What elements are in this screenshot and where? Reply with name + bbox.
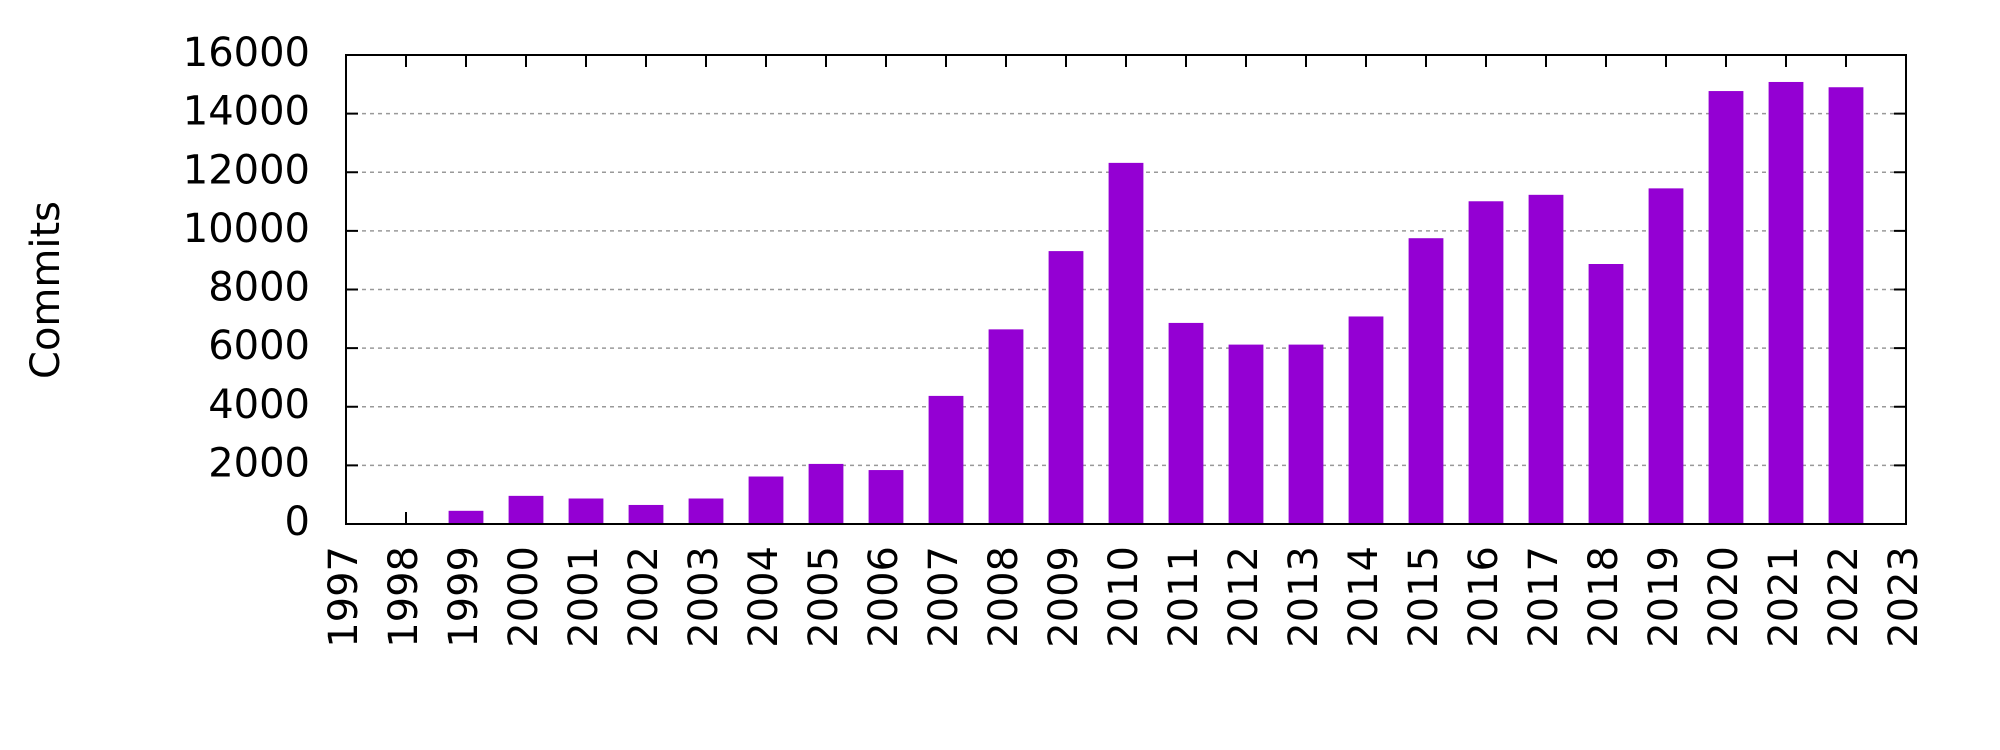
y-tick-label: 14000 [183, 89, 310, 135]
x-tick-label: 2018 [1581, 546, 1627, 648]
bar [1528, 194, 1564, 524]
bar [1048, 251, 1084, 524]
x-tick-label: 2005 [801, 546, 847, 648]
bar [1108, 162, 1144, 524]
bar [928, 395, 964, 524]
x-tick-label: 2000 [501, 546, 547, 648]
x-tick-label: 2014 [1341, 546, 1387, 648]
x-tick-label: 2003 [681, 546, 727, 648]
y-tick-label: 2000 [208, 440, 310, 486]
x-tick-label: 2010 [1101, 546, 1147, 648]
x-tick-label: 2022 [1821, 546, 1867, 648]
bar [1348, 316, 1384, 524]
x-tick-label: 2011 [1161, 546, 1207, 648]
bar [628, 504, 664, 524]
bar [808, 463, 844, 524]
bar [568, 498, 604, 524]
y-tick-label: 12000 [183, 147, 310, 193]
x-tick-label: 2013 [1281, 546, 1327, 648]
bar [508, 495, 544, 524]
bar [688, 498, 724, 524]
x-tick-label: 2015 [1401, 546, 1447, 648]
y-tick-label: 0 [285, 499, 310, 545]
x-tick-label: 1997 [321, 546, 367, 648]
bar [1168, 322, 1204, 524]
bar [1708, 91, 1744, 524]
y-tick-label: 4000 [208, 382, 310, 428]
x-tick-label: 2016 [1461, 546, 1507, 648]
x-tick-label: 2012 [1221, 546, 1267, 648]
x-tick-label: 2001 [561, 546, 607, 648]
x-tick-label: 1999 [441, 546, 487, 648]
bar [988, 329, 1024, 524]
y-tick-label: 10000 [183, 206, 310, 252]
plot-frame [345, 54, 1907, 525]
x-tick-label: 2004 [741, 546, 787, 648]
bar [868, 470, 904, 524]
x-tick-label: 1998 [381, 546, 427, 648]
bar [1768, 81, 1804, 524]
x-tick-label: 2008 [981, 546, 1027, 648]
y-tick-label: 6000 [208, 323, 310, 369]
x-tick-label: 2023 [1881, 546, 1927, 648]
y-tick-label: 8000 [208, 265, 310, 311]
bar [1228, 344, 1264, 524]
y-tick-label: 16000 [183, 30, 310, 76]
x-tick-label: 2009 [1041, 546, 1087, 648]
bar [1288, 344, 1324, 524]
bar [1408, 238, 1444, 524]
x-tick-label: 2020 [1701, 546, 1747, 648]
x-tick-label: 2021 [1761, 546, 1807, 648]
x-tick-label: 2019 [1641, 546, 1687, 648]
bar [1648, 188, 1684, 524]
y-axis-label: Commits [23, 201, 69, 379]
x-tick-label: 2007 [921, 546, 967, 648]
bar [1588, 263, 1624, 524]
x-tick-label: 2017 [1521, 546, 1567, 648]
bar [1468, 201, 1504, 524]
x-tick-label: 2006 [861, 546, 907, 648]
bar [448, 510, 484, 524]
bar [1828, 87, 1864, 525]
bar [748, 476, 784, 524]
x-tick-label: 2002 [621, 546, 667, 648]
